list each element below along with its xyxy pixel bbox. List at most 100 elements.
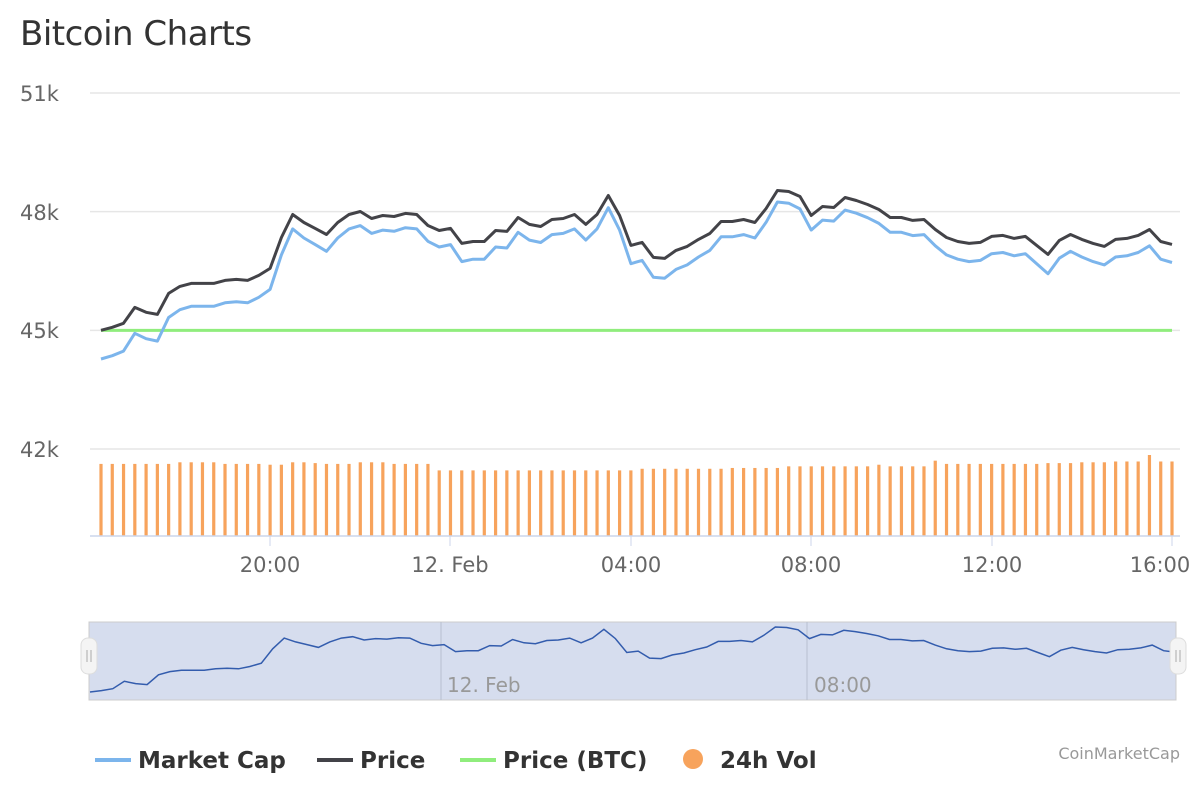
volume-bar xyxy=(617,470,622,536)
volume-bar xyxy=(1170,461,1174,536)
legend-label: Market Cap xyxy=(138,748,286,774)
volume-bar xyxy=(471,470,475,536)
volume-bar xyxy=(640,468,644,536)
legend-item-market-cap[interactable]: Market Cap xyxy=(95,748,286,774)
volume-bar xyxy=(674,468,678,536)
volume-bar xyxy=(584,470,588,536)
volume-bar xyxy=(798,466,802,536)
volume-bar xyxy=(369,462,374,536)
x-tick-label: 04:00 xyxy=(601,553,662,577)
volume-bar xyxy=(505,470,509,536)
volume-bar xyxy=(922,466,926,536)
volume-bar xyxy=(753,467,757,536)
x-tick-label: 12. Feb xyxy=(411,553,488,577)
credits-link[interactable]: CoinMarketCap xyxy=(1058,744,1180,763)
chart-title: Bitcoin Charts xyxy=(20,14,252,54)
volume-bar xyxy=(775,467,780,536)
volume-bar xyxy=(336,463,340,536)
volume-bar xyxy=(279,464,283,536)
volume-bar xyxy=(121,463,126,536)
volume-bar xyxy=(561,470,565,536)
volume-bar xyxy=(257,463,261,536)
legend-item-price[interactable]: Price xyxy=(317,748,425,774)
x-tick-label: 16:00 xyxy=(1130,553,1191,577)
volume-bar xyxy=(595,470,599,536)
volume-bar xyxy=(347,463,351,536)
volume-bar xyxy=(956,463,960,536)
volume-bar xyxy=(482,470,486,536)
volume-bar xyxy=(437,470,441,536)
legend-label: Price xyxy=(360,748,425,774)
navigator-handle-right[interactable] xyxy=(1169,637,1187,675)
navigator-tick-label: 12. Feb xyxy=(447,673,521,697)
volume-bar xyxy=(787,466,791,536)
volume-bar xyxy=(358,462,362,536)
volume-bar xyxy=(1046,463,1050,536)
legend-label: Price (BTC) xyxy=(503,748,647,774)
volume-bar xyxy=(933,460,937,536)
legend: Market Cap Price Price (BTC) 24h Vol xyxy=(95,748,817,774)
volume-bar xyxy=(1136,461,1140,536)
volume-bar xyxy=(1068,463,1073,536)
volume-bar xyxy=(245,463,250,536)
volume-bar xyxy=(189,462,193,536)
market-cap-line xyxy=(100,200,1173,361)
navigator-mask[interactable] xyxy=(88,621,1177,701)
volume-bar xyxy=(392,463,396,536)
legend-item-price-btc[interactable]: Price (BTC) xyxy=(460,748,647,774)
volume-bar xyxy=(696,468,701,536)
navigator-handle-left[interactable] xyxy=(80,637,98,675)
volume-bar xyxy=(944,463,949,536)
volume-bar xyxy=(1001,463,1005,536)
volume-bar xyxy=(1035,463,1039,536)
volume-bar xyxy=(178,462,182,536)
volume-bar xyxy=(144,463,148,536)
volume-bar xyxy=(110,463,114,536)
volume-bar xyxy=(426,463,430,536)
volume-bar xyxy=(223,463,227,536)
price-line xyxy=(100,189,1173,332)
volume-bar xyxy=(1102,462,1106,536)
volume-bar xyxy=(820,466,825,536)
volume-bar xyxy=(99,463,103,536)
x-tick-label: 20:00 xyxy=(240,553,301,577)
volume-bar xyxy=(448,470,453,536)
volume-bar xyxy=(415,463,419,536)
volume-bar xyxy=(1125,461,1129,536)
volume-bar xyxy=(742,467,746,536)
volume-bar xyxy=(133,463,137,536)
y-tick-label: 51k xyxy=(20,82,60,106)
legend-item-24h-vol[interactable]: 24h Vol xyxy=(683,748,817,774)
volume-bar xyxy=(606,470,610,536)
volume-bar xyxy=(550,470,554,536)
x-tick-label: 12:00 xyxy=(962,553,1023,577)
volume-bar xyxy=(460,470,464,536)
volume-bar xyxy=(167,463,171,536)
volume-bar xyxy=(651,468,656,536)
volume-bar xyxy=(854,466,858,536)
volume-bar xyxy=(212,462,216,536)
volume-bar xyxy=(1057,463,1061,536)
y-tick-label: 48k xyxy=(20,201,60,225)
volume-bar xyxy=(866,466,870,536)
volume-bar xyxy=(764,467,768,536)
volume-bar xyxy=(990,463,994,536)
volume-bar xyxy=(1023,463,1028,536)
volume-bar xyxy=(381,462,385,536)
volume-bar xyxy=(1080,462,1084,536)
navigator-tick-label: 08:00 xyxy=(814,673,872,697)
volume-bar xyxy=(200,462,205,536)
volume-bar xyxy=(967,463,971,536)
volume-bar xyxy=(1012,463,1016,536)
volume-bar xyxy=(313,463,317,536)
volume-bar xyxy=(403,463,407,536)
legend-circle-icon xyxy=(683,749,703,769)
y-tick-label: 45k xyxy=(20,319,60,343)
volume-bar xyxy=(324,463,329,536)
navigator[interactable]: 12. Feb 08:00 xyxy=(80,621,1187,701)
volume-bar xyxy=(268,464,272,536)
volume-bar xyxy=(843,466,847,536)
volume-bar xyxy=(516,470,520,536)
volume-bar xyxy=(888,466,892,536)
